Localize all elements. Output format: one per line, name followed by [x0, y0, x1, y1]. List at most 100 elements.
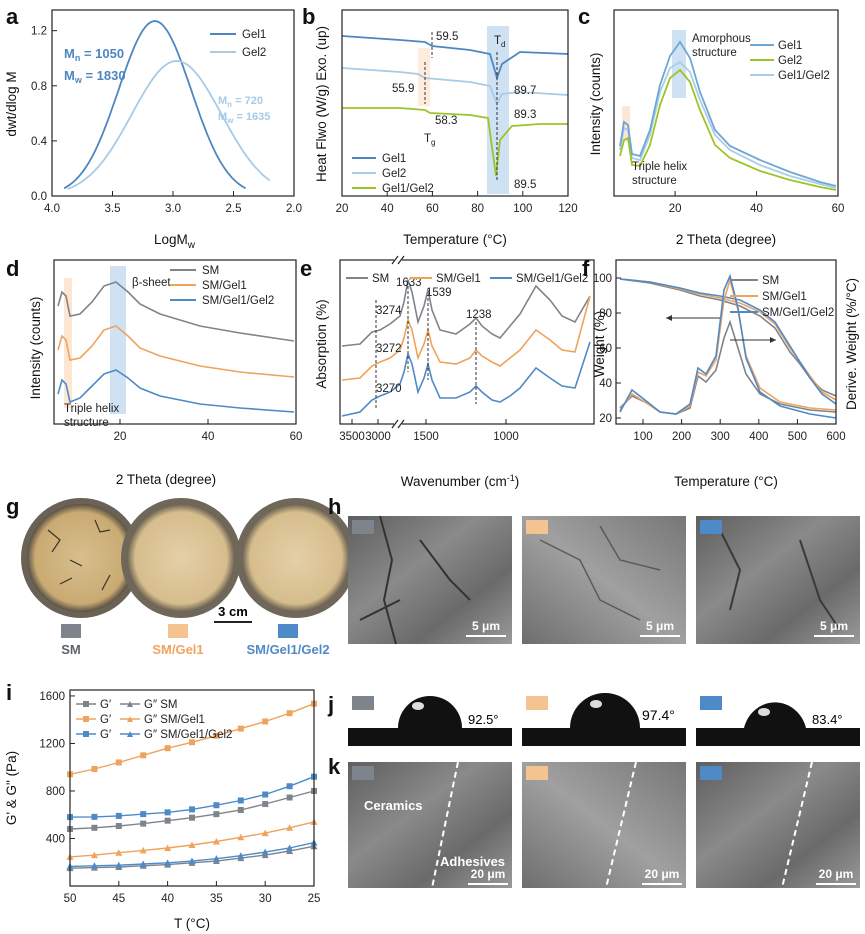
curve-f-smgel12-weight [619, 278, 837, 405]
point-i-smgel12-gprime [140, 811, 147, 818]
legend-i-text-6: G″ SM/Gel1/Gel2 [144, 729, 232, 741]
point-i-smgel12-gdouble [212, 855, 220, 862]
curve-e-smgel1 [341, 295, 591, 381]
point-i-smgel1-gdouble [212, 837, 220, 845]
swatch-h-smgel12 [700, 520, 722, 534]
a-ytick-label: 1.2 [31, 26, 47, 38]
panel-label-a: a [6, 4, 19, 29]
chart-f-ticks: 100 200 300 400 500 600 20 40 60 80 100 [593, 273, 846, 443]
annot-b-tg: Tg [424, 133, 435, 147]
d-xtick-label: 60 [290, 431, 303, 443]
legend-gel2: Gel2 [242, 47, 266, 59]
i-ytick-label: 1200 [39, 738, 65, 750]
chart-f-ylabel: Weight (%) [592, 311, 607, 378]
legend-c-gel12: Gel1/Gel2 [778, 70, 830, 82]
d-xtick-label: 20 [114, 431, 127, 443]
legend-d-smgel1: SM/Gel1 [202, 280, 247, 292]
d-band-blue [110, 266, 126, 414]
point-i-smgel1-gdouble [164, 844, 172, 851]
chart-a-legend: Gel1 Gel2 [210, 29, 266, 59]
chart-b-xlabel: Temperature (°C) [403, 232, 507, 247]
interface-line-k-3 [781, 761, 813, 889]
angle-j-1: 92.5° [468, 712, 499, 727]
dish-sm-cracks [47, 519, 111, 591]
curve-c-gel1 [619, 40, 837, 187]
angle-j-2: 97.4° [642, 707, 675, 723]
point-i-smgel12-gdouble [261, 848, 269, 856]
arrow-right-icon [770, 337, 776, 343]
point-i-smgel12-gprime [262, 791, 269, 798]
swatch-k-smgel1 [526, 766, 548, 780]
curve-b-gel12 [342, 107, 568, 177]
chart-d-frame [53, 259, 297, 425]
droplet-j-3 [744, 702, 806, 728]
annot-b-59-5: 59.5 [436, 31, 458, 43]
e-xtick-label: 1000 [493, 431, 519, 443]
chart-f-legend: SM SM/Gel1 SM/Gel1/Gel2 [730, 275, 834, 319]
annot-b-89-7: 89.7 [514, 85, 536, 97]
panel-label-i: i [6, 680, 12, 705]
a-ytick-label: 0.8 [31, 81, 47, 93]
c-xtick-label: 20 [669, 203, 682, 215]
point-i-sm-gprime [189, 814, 195, 821]
dish-smgel1 [127, 504, 235, 612]
a-xtick-label: 3.0 [165, 203, 181, 215]
chart-f-xlabel: Temperature (°C) [674, 474, 778, 489]
legend-e-sm: SM [372, 273, 389, 285]
sem-h-smgel1-texture [539, 525, 661, 621]
legend-i-tri-1 [127, 701, 133, 707]
label-g-smgel1: SM/Gel1 [152, 642, 203, 657]
panel-a: a 4.0 3.5 3.0 2.5 2.0 0.0 0.4 0.8 1.2 LogMw dwt/… [4, 4, 302, 251]
a-xtick-label: 2.5 [226, 203, 242, 215]
scale-text-h-3: 5 μm [820, 619, 848, 633]
i-xtick-label: 30 [259, 893, 272, 905]
scale-text-g: 3 cm [218, 604, 248, 619]
annot-e-3272: 3272 [376, 343, 402, 355]
legend-i-text-1: G′ [100, 699, 111, 711]
point-i-smgel1-gdouble [286, 824, 294, 831]
panel-i: i 50 45 40 35 30 25 400 800 1200 1600 G′ G″ SM G′… [4, 680, 320, 931]
annot-e-1238: 1238 [466, 309, 492, 321]
point-i-smgel12-gdouble [139, 860, 147, 868]
chart-c-ylabel: Intensity (counts) [588, 53, 603, 156]
b-xtick-label: 100 [513, 203, 532, 215]
c-xtick-label: 40 [750, 203, 763, 215]
curve-b-gel1 [341, 35, 569, 81]
annot-c-triple-2: structure [632, 175, 677, 187]
sem-k-smgel1 [522, 762, 686, 888]
point-i-smgel1-gprime [115, 759, 122, 766]
chart-d-legend: SM SM/Gel1 SM/Gel1/Gel2 [170, 265, 274, 307]
point-i-sm-gprime [213, 811, 220, 818]
point-i-smgel1-gdouble [188, 841, 196, 849]
substrate-j-2 [522, 728, 686, 746]
i-xtick-label: 40 [161, 893, 174, 905]
point-i-sm-gprime [286, 794, 293, 801]
legend-i-sq-2 [83, 716, 89, 722]
angle-j-3: 83.4° [812, 712, 843, 727]
legend-e-smgel12: SM/Gel1/Gel2 [516, 273, 588, 285]
point-i-smgel1-gprime [213, 732, 220, 739]
legend-c-gel1: Gel1 [778, 40, 802, 52]
annot-e-3270: 3270 [376, 383, 402, 395]
panel-label-j: j [327, 692, 334, 717]
swatch-k-smgel12 [700, 766, 722, 780]
panel-h: h 5 μm 5 μm 5 μm [328, 494, 860, 645]
legend-i-text-4: G″ SM/Gel1 [144, 714, 205, 726]
i-xtick-label: 35 [210, 893, 223, 905]
chart-c-frame [613, 9, 839, 197]
chart-a-marks [63, 20, 271, 190]
f-xtick-label: 400 [749, 431, 768, 443]
chart-e-ticks: 3500 3000 1500 1000 [339, 419, 519, 443]
annot-b-td: Td [494, 35, 505, 49]
chart-i-marks [66, 700, 318, 872]
curve-a-gel2 [67, 60, 271, 190]
curve-b-gel2 [341, 67, 569, 107]
interface-line-k-2 [605, 761, 637, 889]
panel-d: d 20 40 60 β-sheet Triple helix structure … [6, 256, 302, 487]
point-i-smgel12-gprime [91, 813, 98, 820]
sem-k-smgel12 [696, 762, 860, 888]
b-xtick-label: 40 [381, 203, 394, 215]
swatch-g-sm [61, 624, 81, 638]
panel-b: b 20 40 60 80 100 120 59.5 55.9 58.3 89.7 89.… [302, 4, 578, 247]
legend-i-text-3: G′ [100, 714, 111, 726]
